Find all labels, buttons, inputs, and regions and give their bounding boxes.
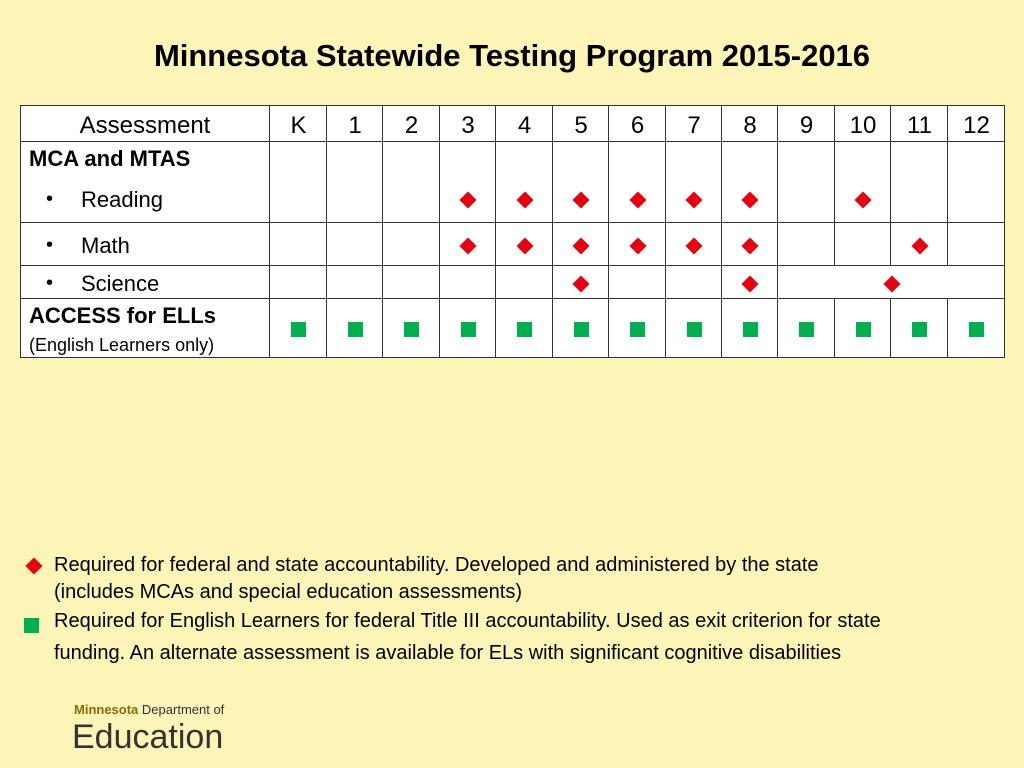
header-grade-cell [778, 105, 835, 142]
header-grade-cell [496, 105, 553, 142]
grade-cell [327, 223, 383, 266]
row-label-access-sub: (English Learners only) [29, 335, 215, 355]
label-cell-science [20, 266, 270, 299]
row-label-reading: Reading [81, 187, 163, 212]
label-cell-access [20, 299, 270, 358]
grade-cell [778, 142, 835, 223]
grade-cell [270, 266, 327, 299]
grade-cell [778, 223, 835, 266]
access-mark-1 [347, 321, 363, 337]
grade-cell [496, 142, 553, 223]
grade-cell [666, 266, 722, 299]
legend-square-line2: funding. An alternate assessment is avai… [54, 642, 842, 664]
access-mark-5 [573, 321, 589, 337]
access-mark-6 [630, 321, 645, 337]
label-cell-reading [20, 142, 270, 223]
grade-cell [270, 142, 327, 223]
grade-cell [948, 142, 1005, 223]
grade-cell [440, 266, 496, 299]
access-mark-4 [517, 321, 532, 337]
header-grade-cell [553, 105, 609, 142]
row-label-math: Math [81, 233, 130, 258]
header-grade-5: 5 [574, 112, 588, 139]
grade-cell [440, 299, 496, 358]
header-grade-cell [722, 105, 778, 142]
access-mark-9 [799, 321, 814, 337]
logo-text: Minnesota Department of [74, 702, 224, 717]
header-assessment-label: Assessment [79, 112, 211, 139]
header-grade-cell [948, 105, 1005, 142]
legend-diamond-text: Required for federal and state accountab… [54, 552, 819, 606]
access-mark-2 [404, 321, 419, 337]
page-title: Minnesota Statewide Testing Program 2015… [153, 38, 871, 73]
grade-cell [609, 266, 666, 299]
grade-cell [270, 223, 327, 266]
grade-cell [835, 142, 891, 223]
header-grade-cell [835, 105, 891, 142]
header-grade-cell [327, 105, 383, 142]
header-grade-cell [383, 105, 440, 142]
logo-state: Minnesota [74, 702, 139, 717]
access-mark-3 [460, 321, 476, 337]
header-grade-K: K [290, 112, 307, 139]
legend-diamond-line1: Required for federal and state accountab… [54, 554, 819, 576]
grade-cell [327, 142, 383, 223]
grade-cell [440, 142, 496, 223]
access-mark-12 [969, 321, 984, 337]
row-label-science: Science [81, 271, 160, 296]
bullet-icon: • [46, 234, 54, 256]
grade-cell [666, 142, 722, 223]
grade-cell [948, 223, 1005, 266]
grade-cell [383, 266, 440, 299]
header-grade-2: 2 [404, 112, 419, 139]
legend-square-text: Required for English Learners for federa… [54, 608, 881, 667]
logo-dept: Department of [141, 702, 225, 717]
header-grade-1: 1 [348, 112, 362, 139]
grade-cell [327, 266, 383, 299]
access-mark-7 [686, 321, 702, 337]
row-label-mca-mtas: MCA and MTAS [29, 146, 191, 171]
row-label-access: ACCESS for ELLs [29, 303, 217, 328]
testing-table: Assessment K 1 2 3 4 5 6 7 8 9 10 11 12 MCA and MTAS • R… [20, 105, 1005, 358]
header-grade-cell [666, 105, 722, 142]
header-grade-4: 4 [517, 112, 532, 139]
header-grade-cell [891, 105, 948, 142]
label-cell-math [20, 223, 270, 266]
grade-cell [496, 266, 553, 299]
header-grade-cell [270, 105, 327, 142]
access-mark-11 [912, 321, 927, 337]
header-grade-9: 9 [799, 112, 814, 139]
header-grade-12: 12 [963, 112, 990, 139]
grade-cell [891, 142, 948, 223]
grade-cell [496, 223, 553, 266]
grade-cell [553, 142, 609, 223]
header-grade-6: 6 [630, 112, 645, 139]
legend-diamond-line2: (includes MCAs and special education ass… [54, 581, 522, 603]
logo-education: Education [72, 718, 224, 756]
access-mark-10 [855, 321, 871, 337]
header-grade-7: 7 [687, 112, 701, 139]
header-assessment-cell [20, 105, 270, 142]
header-grade-cell [440, 105, 496, 142]
legend-diamond-icon [25, 557, 43, 575]
header-grade-11: 11 [907, 112, 932, 139]
grade-cell [609, 142, 666, 223]
grade-cell [383, 142, 440, 223]
legend-square-icon [24, 618, 39, 633]
header-grade-cell [609, 105, 666, 142]
grade-cell [383, 223, 440, 266]
legend-square-line1: Required for English Learners for federa… [54, 610, 881, 632]
header-grade-10: 10 [849, 112, 877, 139]
access-mark-8 [742, 321, 758, 337]
header-grade-8: 8 [743, 112, 757, 139]
access-mark-K [291, 321, 306, 337]
bullet-icon: • [46, 188, 54, 210]
bullet-icon: • [46, 272, 54, 294]
grade-cell [722, 142, 778, 223]
header-grade-3: 3 [461, 112, 475, 139]
grade-cell [835, 223, 891, 266]
